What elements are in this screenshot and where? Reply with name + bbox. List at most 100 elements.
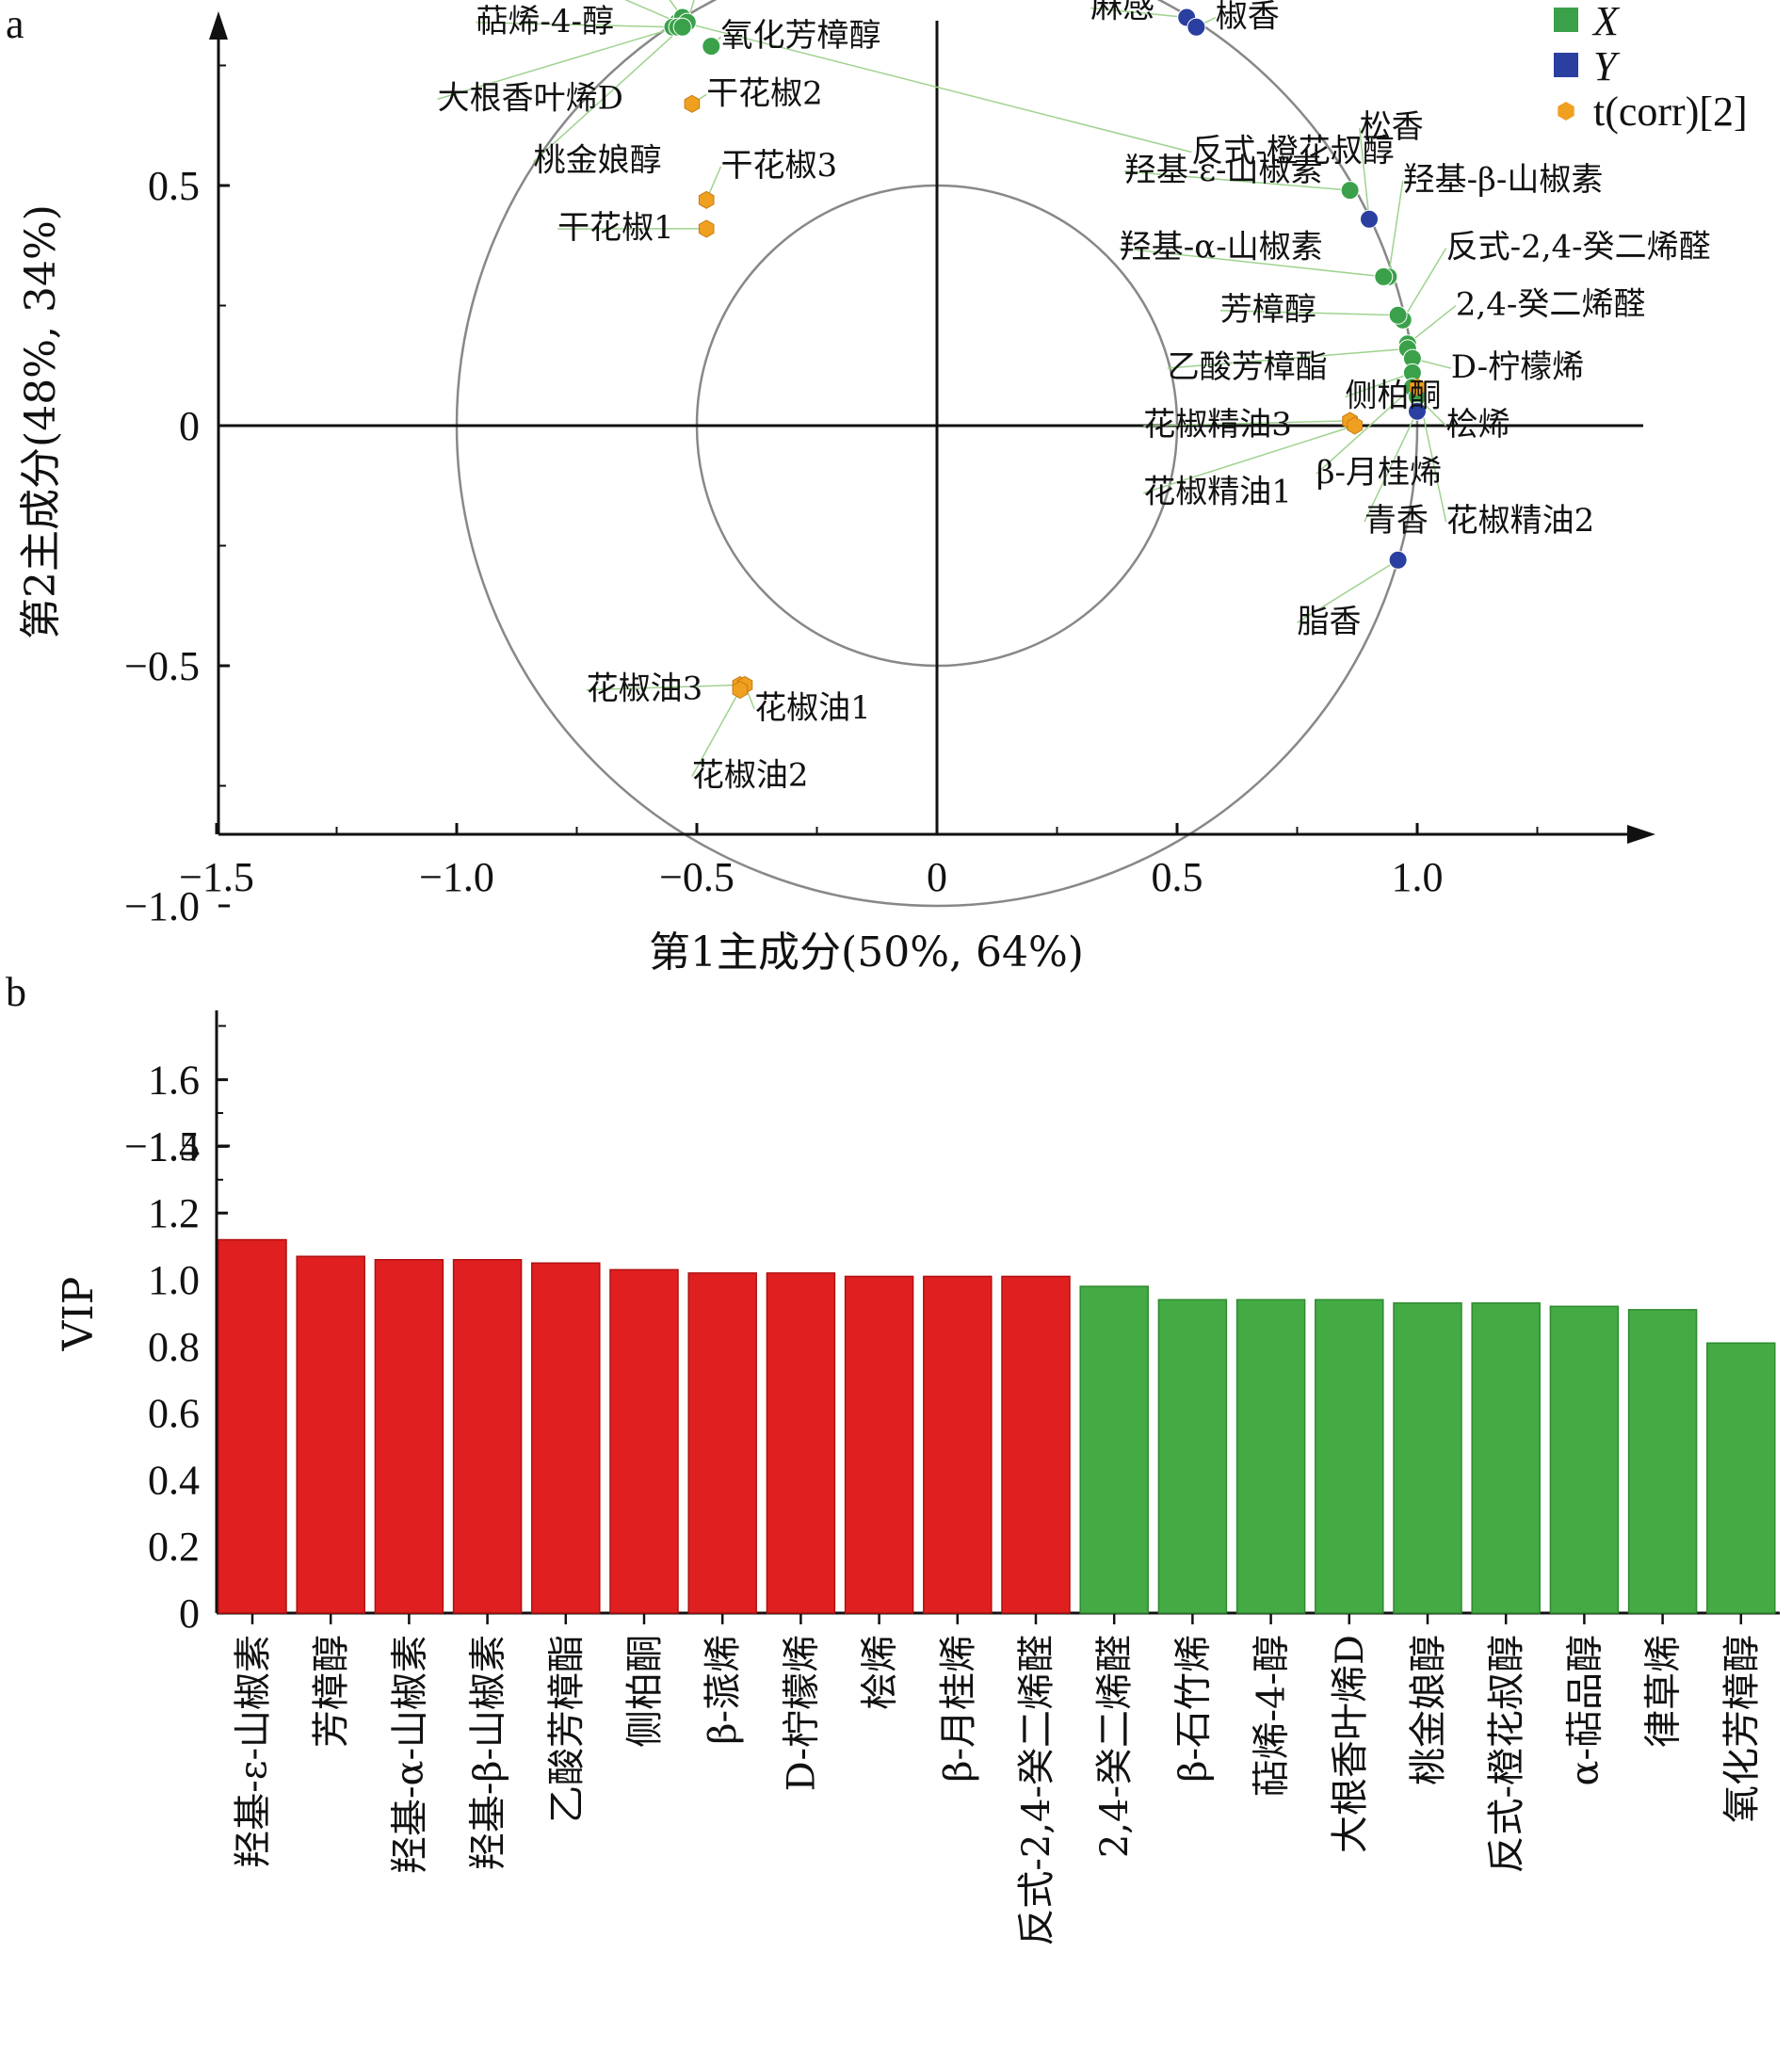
connector--石竹烯 bbox=[623, 0, 678, 24]
label-D-柠檬烯: D-柠檬烯 bbox=[1451, 348, 1584, 386]
panel-b-vip-bar-chart: b 00.20.40.60.81.01.21.41.6 羟基-ε-山椒素 芳樟醇羟… bbox=[6, 969, 1780, 1946]
legend-swatch-y bbox=[1554, 53, 1578, 77]
label-羟基-山椒素: 羟基-β-山椒素 bbox=[1403, 161, 1604, 199]
panel-b-y-axis-title: VIP bbox=[55, 1277, 103, 1352]
bar-桧烯 bbox=[844, 1275, 914, 1614]
category-label-桧烯: 桧烯 bbox=[859, 1635, 902, 1710]
bar--月桂烯 bbox=[923, 1275, 993, 1614]
label-麻感: 麻感 bbox=[1090, 0, 1154, 26]
panel-b-ticks: 0 0.2 0.4 0.6 0.8 1.0 1.2 1.4 1.6 bbox=[148, 1057, 1743, 1637]
b-y-tick-label: 1.2 bbox=[148, 1190, 200, 1236]
connector-反式-橙花叔醇 bbox=[682, 21, 1192, 153]
connector-花椒油2 bbox=[691, 689, 741, 777]
label-芳樟醇: 芳樟醇 bbox=[1220, 291, 1316, 329]
legend-label-y: Y bbox=[1593, 43, 1621, 89]
x-tick-label: −0.5 bbox=[659, 854, 735, 900]
label-桃金娘醇: 桃金娘醇 bbox=[534, 142, 662, 180]
label-青香: 青香 bbox=[1364, 502, 1429, 540]
category-label-2-4-癸二烯醛: 2,4-癸二烯醛 bbox=[1093, 1635, 1137, 1858]
x-tick-label: 0.5 bbox=[1152, 854, 1203, 900]
point-花椒精油1 bbox=[1347, 416, 1363, 435]
b-y-tick-label: 0.8 bbox=[148, 1324, 200, 1370]
category-label--蒎烯: β-蒎烯 bbox=[702, 1635, 745, 1745]
category-label-芳樟醇: 芳樟醇 bbox=[310, 1635, 353, 1748]
panel-b-axes bbox=[215, 1010, 1780, 1615]
bar-大根香叶烯D bbox=[1315, 1299, 1384, 1614]
label-花椒油1: 花椒油1 bbox=[754, 689, 871, 727]
category-label-羟基-山椒素: 羟基-ε-山椒素 bbox=[232, 1635, 275, 1868]
label-桧烯: 桧烯 bbox=[1446, 406, 1510, 444]
label-干花椒1: 干花椒1 bbox=[557, 209, 674, 247]
bar-乙酸芳樟酯 bbox=[531, 1262, 601, 1614]
label-2-4-癸二烯醛: 2,4-癸二烯醛 bbox=[1456, 286, 1646, 324]
category-label-律草烯: 律草烯 bbox=[1642, 1635, 1686, 1748]
point-青香 bbox=[1408, 401, 1427, 421]
legend: XYt(corr)[2] bbox=[1554, 0, 1748, 135]
bar-反式-橙花叔醇 bbox=[1471, 1302, 1541, 1614]
point-羟基-山椒素 bbox=[1374, 266, 1394, 286]
label-花椒油2: 花椒油2 bbox=[692, 757, 809, 795]
connector-律草烯 bbox=[669, 0, 684, 18]
bar-桃金娘醇 bbox=[1393, 1302, 1462, 1614]
connector-松香 bbox=[1359, 127, 1370, 219]
connector-2-4-癸二烯醛 bbox=[1407, 305, 1457, 345]
point-椒香 bbox=[1187, 17, 1206, 37]
point-干花椒1 bbox=[698, 219, 715, 238]
point-松香 bbox=[1360, 209, 1379, 229]
connector-花椒油3 bbox=[586, 684, 740, 691]
category-label--石竹烯: β-石竹烯 bbox=[1171, 1635, 1215, 1783]
connector-大根香叶烯D bbox=[437, 25, 678, 101]
label-脂香: 脂香 bbox=[1298, 603, 1362, 640]
category-label-桃金娘醇: 桃金娘醇 bbox=[1407, 1635, 1450, 1785]
bar-2-4-癸二烯醛 bbox=[1079, 1285, 1149, 1614]
bar-羟基-山椒素 bbox=[452, 1259, 523, 1614]
legend-swatch-x bbox=[1554, 8, 1578, 32]
legend-label-t: t(corr)[2] bbox=[1593, 89, 1748, 135]
category-label-大根香叶烯D: 大根香叶烯D bbox=[1329, 1635, 1372, 1853]
category-labels: 羟基-ε-山椒素 芳樟醇 羟基-α-山椒素 羟基-β-山椒素 乙酸芳樟酯 侧柏酮 β-蒎烯 D… bbox=[232, 1635, 1764, 1946]
label-羟基-山椒素: 羟基-α-山椒素 bbox=[1120, 229, 1323, 266]
category-label-乙酸芳樟酯: 乙酸芳樟酯 bbox=[545, 1635, 589, 1823]
bar-萜烯-4-醇 bbox=[1235, 1299, 1306, 1614]
label-connectors bbox=[437, 0, 1457, 777]
label-松香: 松香 bbox=[1360, 108, 1424, 146]
vip-bars bbox=[218, 1238, 1776, 1614]
point-芳樟醇 bbox=[1388, 305, 1408, 325]
point-桃金娘醇 bbox=[672, 17, 692, 37]
label-干花椒3: 干花椒3 bbox=[721, 147, 838, 185]
label-花椒油3: 花椒油3 bbox=[587, 670, 703, 708]
connector-羟基-山椒素 bbox=[1123, 170, 1350, 191]
label-乙酸芳樟酯: 乙酸芳樟酯 bbox=[1168, 348, 1328, 386]
label-大根香叶烯D: 大根香叶烯D bbox=[438, 79, 623, 117]
category-label--萜品醇: α-萜品醇 bbox=[1563, 1635, 1606, 1786]
category-label-萜烯-4-醇: 萜烯-4-醇 bbox=[1251, 1635, 1294, 1797]
legend-label-x: X bbox=[1591, 0, 1621, 44]
bar--蒎烯 bbox=[687, 1272, 757, 1614]
label-羟基-山椒素: 羟基-ε-山椒素 bbox=[1124, 152, 1323, 189]
bar-氧化芳樟醇 bbox=[1706, 1342, 1776, 1614]
point-干花椒2 bbox=[684, 94, 701, 113]
panel-a-x-axis-title: 第1主成分(50%, 64%) bbox=[649, 928, 1084, 977]
point-脂香 bbox=[1388, 550, 1408, 570]
b-y-tick-label: 0.4 bbox=[148, 1457, 200, 1503]
label-反式-2-4-癸二烯醛: 反式-2,4-癸二烯醛 bbox=[1446, 229, 1711, 266]
connector-羟基-山椒素 bbox=[1119, 247, 1384, 278]
connector-花椒精油3 bbox=[1143, 420, 1350, 427]
label--月桂烯: β-月桂烯 bbox=[1316, 454, 1442, 492]
bar-芳樟醇 bbox=[296, 1255, 365, 1614]
point-花椒油2 bbox=[732, 680, 749, 700]
y-tick-label: −0.5 bbox=[124, 643, 200, 689]
label-花椒精油2: 花椒精油2 bbox=[1446, 502, 1595, 540]
label-反式-橙花叔醇: 反式-橙花叔醇 bbox=[1191, 133, 1395, 170]
point-花椒精油2 bbox=[1409, 378, 1426, 396]
panel-a-y-axis-title: 第2主成分(48%, 34%) bbox=[17, 204, 65, 639]
bar-反式-2-4-癸二烯醛 bbox=[1001, 1275, 1071, 1614]
bar--石竹烯 bbox=[1157, 1299, 1228, 1614]
connector-萜烯-4-醇 bbox=[476, 22, 673, 28]
label-氧化芳樟醇: 氧化芳樟醇 bbox=[721, 17, 881, 55]
panel-a-axes bbox=[209, 11, 1655, 844]
legend-swatch-t bbox=[1558, 102, 1574, 121]
connector-芳樟醇 bbox=[1219, 310, 1398, 316]
category-label--月桂烯: β-月桂烯 bbox=[937, 1635, 980, 1783]
